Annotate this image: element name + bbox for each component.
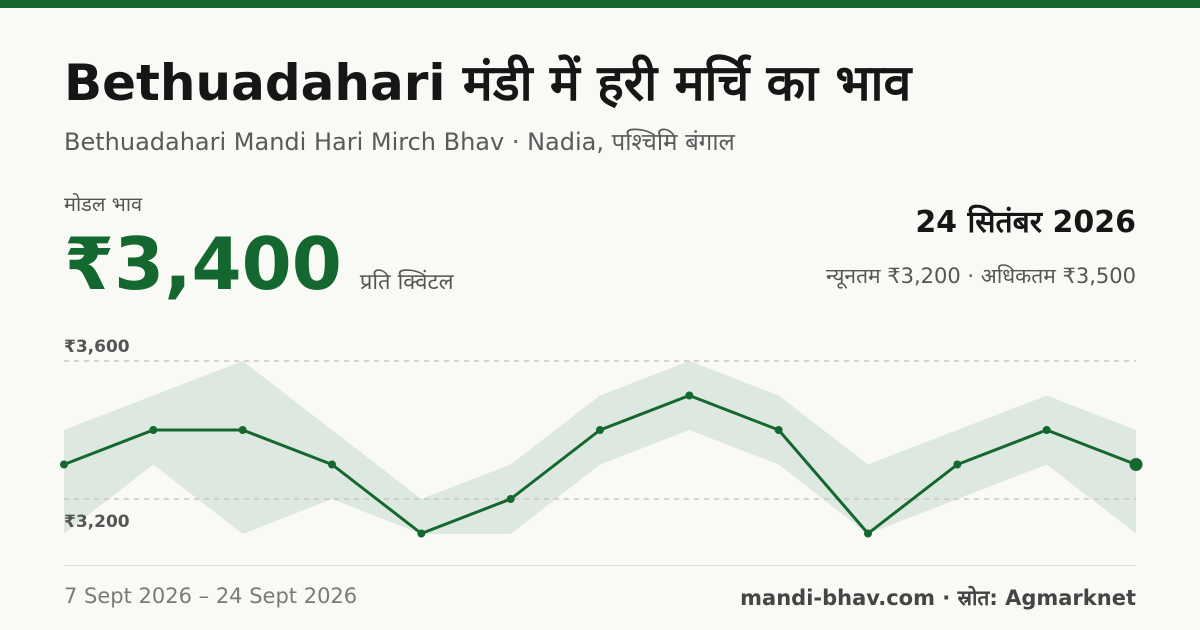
- price-point: [685, 391, 694, 400]
- footer-date-range: 7 Sept 2026 – 24 Sept 2026: [64, 584, 358, 608]
- y-tick-label: ₹3,600: [64, 337, 130, 357]
- latest-price-point: [1129, 458, 1143, 471]
- top-accent-bar: [0, 0, 1200, 8]
- footer-divider: [64, 565, 1136, 566]
- price-point: [774, 426, 783, 434]
- price-point: [328, 460, 336, 469]
- price-point: [417, 529, 426, 538]
- price-row: ₹3,400 प्रति क्विंटल: [64, 222, 454, 306]
- price-point: [506, 495, 515, 503]
- footer-source: mandi-bhav.com · स्रोत: Agmarknet: [740, 586, 1136, 610]
- min-max-range: न्यूनतम ₹3,200 · अधिकतम ₹3,500: [826, 264, 1136, 288]
- price-point: [60, 460, 68, 469]
- min-max-band: [64, 361, 1136, 534]
- price-point: [238, 426, 247, 434]
- price-unit: प्रति क्विंटल: [359, 270, 454, 295]
- price-point: [1042, 426, 1051, 434]
- price-point: [596, 426, 604, 434]
- y-tick-label: ₹3,200: [64, 512, 130, 532]
- modal-price-label: मोडल भाव: [64, 192, 143, 216]
- page-title: Bethuadahari मंडी में हरी मर्चि का भाव: [64, 54, 912, 112]
- modal-price: ₹3,400: [64, 222, 342, 306]
- page-subtitle: Bethuadahari Mandi Hari Mirch Bhav · Nad…: [64, 128, 735, 156]
- price-point: [864, 529, 872, 538]
- price-trend-chart: ₹3,600 ₹3,200: [60, 337, 1143, 538]
- price-point: [149, 426, 158, 434]
- price-date: 24 सितंबर 2026: [915, 205, 1136, 240]
- price-point: [953, 460, 962, 469]
